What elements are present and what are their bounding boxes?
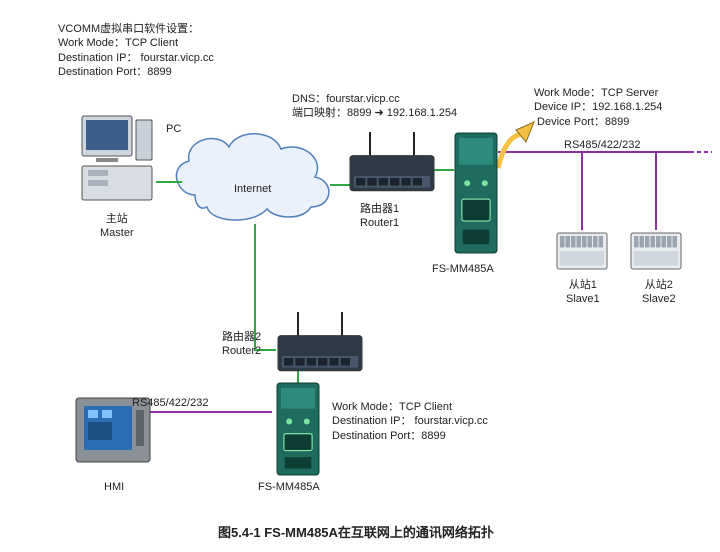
device-fs-top (454, 132, 498, 254)
figure-caption: 图5.4-1 FS-MM485A在互联网上的通讯网络拓扑 (218, 522, 494, 541)
label-internet: Internet (234, 182, 271, 196)
label-master: 主站 Master (100, 212, 134, 241)
textblock-dns: DNS：fourstar.vicp.cc 端口映射：8899 ➜ 192.168… (292, 92, 457, 121)
label-hmi: HMI (104, 480, 124, 494)
textblock-server: Work Mode：TCP Server Device IP：192.168.1… (534, 86, 662, 129)
device-fs-bottom (276, 382, 320, 476)
label-router2: 路由器2 Router2 (222, 330, 261, 359)
label-rs485-top: RS485/422/232 (564, 138, 640, 152)
label-router1: 路由器1 Router1 (360, 202, 399, 231)
textblock-client2: Work Mode：TCP Client Destination IP： fou… (332, 400, 488, 443)
device-slave1 (556, 232, 608, 270)
device-router2 (276, 310, 364, 374)
label-slave1: 从站1 Slave1 (566, 278, 600, 307)
label-fs-top: FS-MM485A (432, 262, 494, 276)
label-pc: PC (166, 122, 181, 136)
device-router1 (348, 130, 436, 194)
device-slave2 (630, 232, 682, 270)
label-rs485-bottom: RS485/422/232 (132, 396, 208, 410)
label-fs-bottom: FS-MM485A (258, 480, 320, 494)
textblock-vcomm: VCOMM虚拟串口软件设置： Work Mode：TCP Client Dest… (58, 22, 214, 79)
label-slave2: 从站2 Slave2 (642, 278, 676, 307)
device-pc (78, 112, 156, 204)
